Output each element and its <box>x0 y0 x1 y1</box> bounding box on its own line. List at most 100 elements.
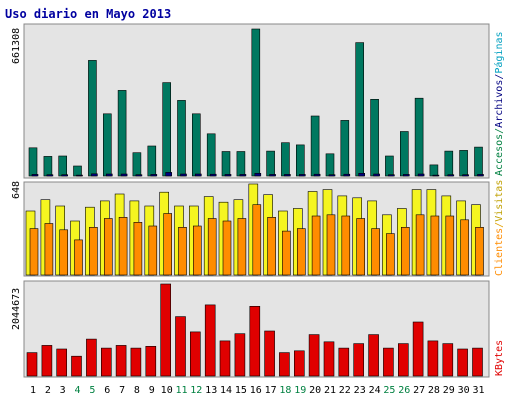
x-label-day-19: 19 <box>294 385 306 396</box>
bar-archivos-day-25 <box>388 174 395 177</box>
bar-páginas-day-29 <box>444 150 454 177</box>
x-label-day-25: 25 <box>383 385 395 396</box>
bar-kbytes-day-23 <box>353 343 365 377</box>
bottom-ymax-label: 2044673 <box>11 288 22 330</box>
x-label-day-2: 2 <box>45 385 51 396</box>
bar-clientes-day-19 <box>296 228 306 276</box>
bar-archivos-day-8 <box>135 174 143 177</box>
bar-clientes-day-10 <box>163 213 172 276</box>
bar-clientes-day-24 <box>371 228 380 276</box>
top-ymax-label: 661308 <box>11 28 22 64</box>
bar-archivos-day-2 <box>46 174 54 177</box>
bar-kbytes-day-30 <box>457 348 468 377</box>
bar-páginas-day-11 <box>177 100 186 177</box>
bar-archivos-day-14 <box>224 174 232 177</box>
bar-páginas-day-1 <box>28 147 38 177</box>
bar-clientes-day-20 <box>311 215 321 276</box>
x-label-day-16: 16 <box>250 385 262 396</box>
bar-archivos-day-3 <box>61 174 69 177</box>
bar-archivos-day-24 <box>373 173 380 177</box>
x-label-day-24: 24 <box>369 385 381 396</box>
bar-kbytes-day-21 <box>323 341 335 377</box>
bar-kbytes-day-10 <box>160 283 171 377</box>
bar-páginas-day-30 <box>459 150 468 177</box>
bar-páginas-day-19 <box>295 144 305 177</box>
bar-clientes-day-30 <box>460 219 469 276</box>
bar-clientes-day-14 <box>222 220 232 276</box>
bar-páginas-day-31 <box>474 146 483 177</box>
bar-clientes-day-27 <box>415 214 425 276</box>
bar-clientes-day-21 <box>326 214 336 276</box>
bar-kbytes-day-6 <box>101 347 112 377</box>
right-label-bottom: KBytes <box>494 340 505 376</box>
bar-kbytes-day-12 <box>190 331 201 377</box>
mid-ymax-label: 648 <box>11 181 22 199</box>
x-label-day-9: 9 <box>149 385 155 396</box>
bar-clientes-day-13 <box>207 218 217 276</box>
bar-páginas-day-6 <box>103 113 112 177</box>
bar-clientes-day-11 <box>178 227 187 276</box>
bar-páginas-day-14 <box>221 151 231 177</box>
right-label-top: Accesos/Archivos/Páginas <box>493 31 505 176</box>
bar-páginas-day-22 <box>340 120 350 177</box>
bar-archivos-day-30 <box>462 174 469 177</box>
bar-kbytes-day-31 <box>472 347 483 377</box>
bar-páginas-day-27 <box>414 97 424 177</box>
x-label-day-23: 23 <box>354 385 366 396</box>
x-label-day-14: 14 <box>220 385 232 396</box>
bar-páginas-day-15 <box>236 151 246 177</box>
bar-clientes-day-16 <box>252 204 262 276</box>
bar-archivos-day-11 <box>180 173 187 177</box>
right-label-mid: Clientes/Visitas <box>494 180 505 276</box>
bar-archivos-day-29 <box>447 174 455 177</box>
top-panel-bars <box>28 28 484 177</box>
x-label-day-22: 22 <box>339 385 351 396</box>
bar-kbytes-day-27 <box>412 321 424 377</box>
bar-kbytes-day-19 <box>293 350 305 377</box>
bar-clientes-day-9 <box>148 225 158 276</box>
bar-kbytes-day-7 <box>115 345 127 377</box>
bar-clientes-day-31 <box>475 227 484 276</box>
bar-archivos-day-28 <box>432 174 440 177</box>
bar-clientes-day-12 <box>193 225 202 276</box>
bar-clientes-day-25 <box>386 233 395 276</box>
bar-páginas-day-26 <box>399 131 409 177</box>
bar-kbytes-day-26 <box>397 343 409 377</box>
bar-páginas-day-7 <box>117 90 127 177</box>
bar-kbytes-day-2 <box>41 345 53 377</box>
bar-kbytes-day-8 <box>130 347 142 377</box>
x-label-day-20: 20 <box>309 385 321 396</box>
bar-archivos-day-22 <box>343 173 351 177</box>
bar-archivos-day-26 <box>402 174 410 177</box>
x-label-day-31: 31 <box>472 385 484 396</box>
bar-páginas-day-13 <box>206 133 216 177</box>
bar-páginas-day-2 <box>43 156 53 177</box>
bar-archivos-day-19 <box>298 174 306 177</box>
bar-kbytes-day-29 <box>442 343 454 377</box>
visitas-label: Visitas <box>494 180 505 222</box>
x-label-day-30: 30 <box>458 385 470 396</box>
top-slash-2: / <box>494 74 505 80</box>
bar-páginas-day-9 <box>147 145 157 177</box>
bar-kbytes-day-1 <box>26 352 38 377</box>
archivos-label: Archivos <box>494 80 505 128</box>
bar-kbytes-day-3 <box>56 348 68 377</box>
x-label-day-28: 28 <box>428 385 440 396</box>
bar-archivos-day-16 <box>254 173 262 177</box>
x-label-day-27: 27 <box>413 385 425 396</box>
bar-archivos-day-13 <box>209 173 217 177</box>
bar-clientes-day-26 <box>400 227 410 276</box>
bar-páginas-day-4 <box>73 165 82 177</box>
bar-páginas-day-17 <box>266 150 275 177</box>
x-label-day-6: 6 <box>104 385 110 396</box>
bar-archivos-day-15 <box>239 174 247 177</box>
bar-páginas-day-21 <box>325 153 335 177</box>
x-label-day-5: 5 <box>89 385 95 396</box>
bar-clientes-day-2 <box>44 223 54 276</box>
x-label-day-11: 11 <box>175 385 187 396</box>
x-axis-day-labels: 1 2 3 4 5 6 7 8 9 10 11 12 13 14 15 16 17 18 19 20 21 22 23 24 2… <box>30 385 485 396</box>
bar-archivos-day-27 <box>417 173 425 177</box>
bar-kbytes-day-4 <box>71 355 82 377</box>
bar-archivos-day-23 <box>358 173 366 177</box>
bar-archivos-day-6 <box>106 173 113 177</box>
